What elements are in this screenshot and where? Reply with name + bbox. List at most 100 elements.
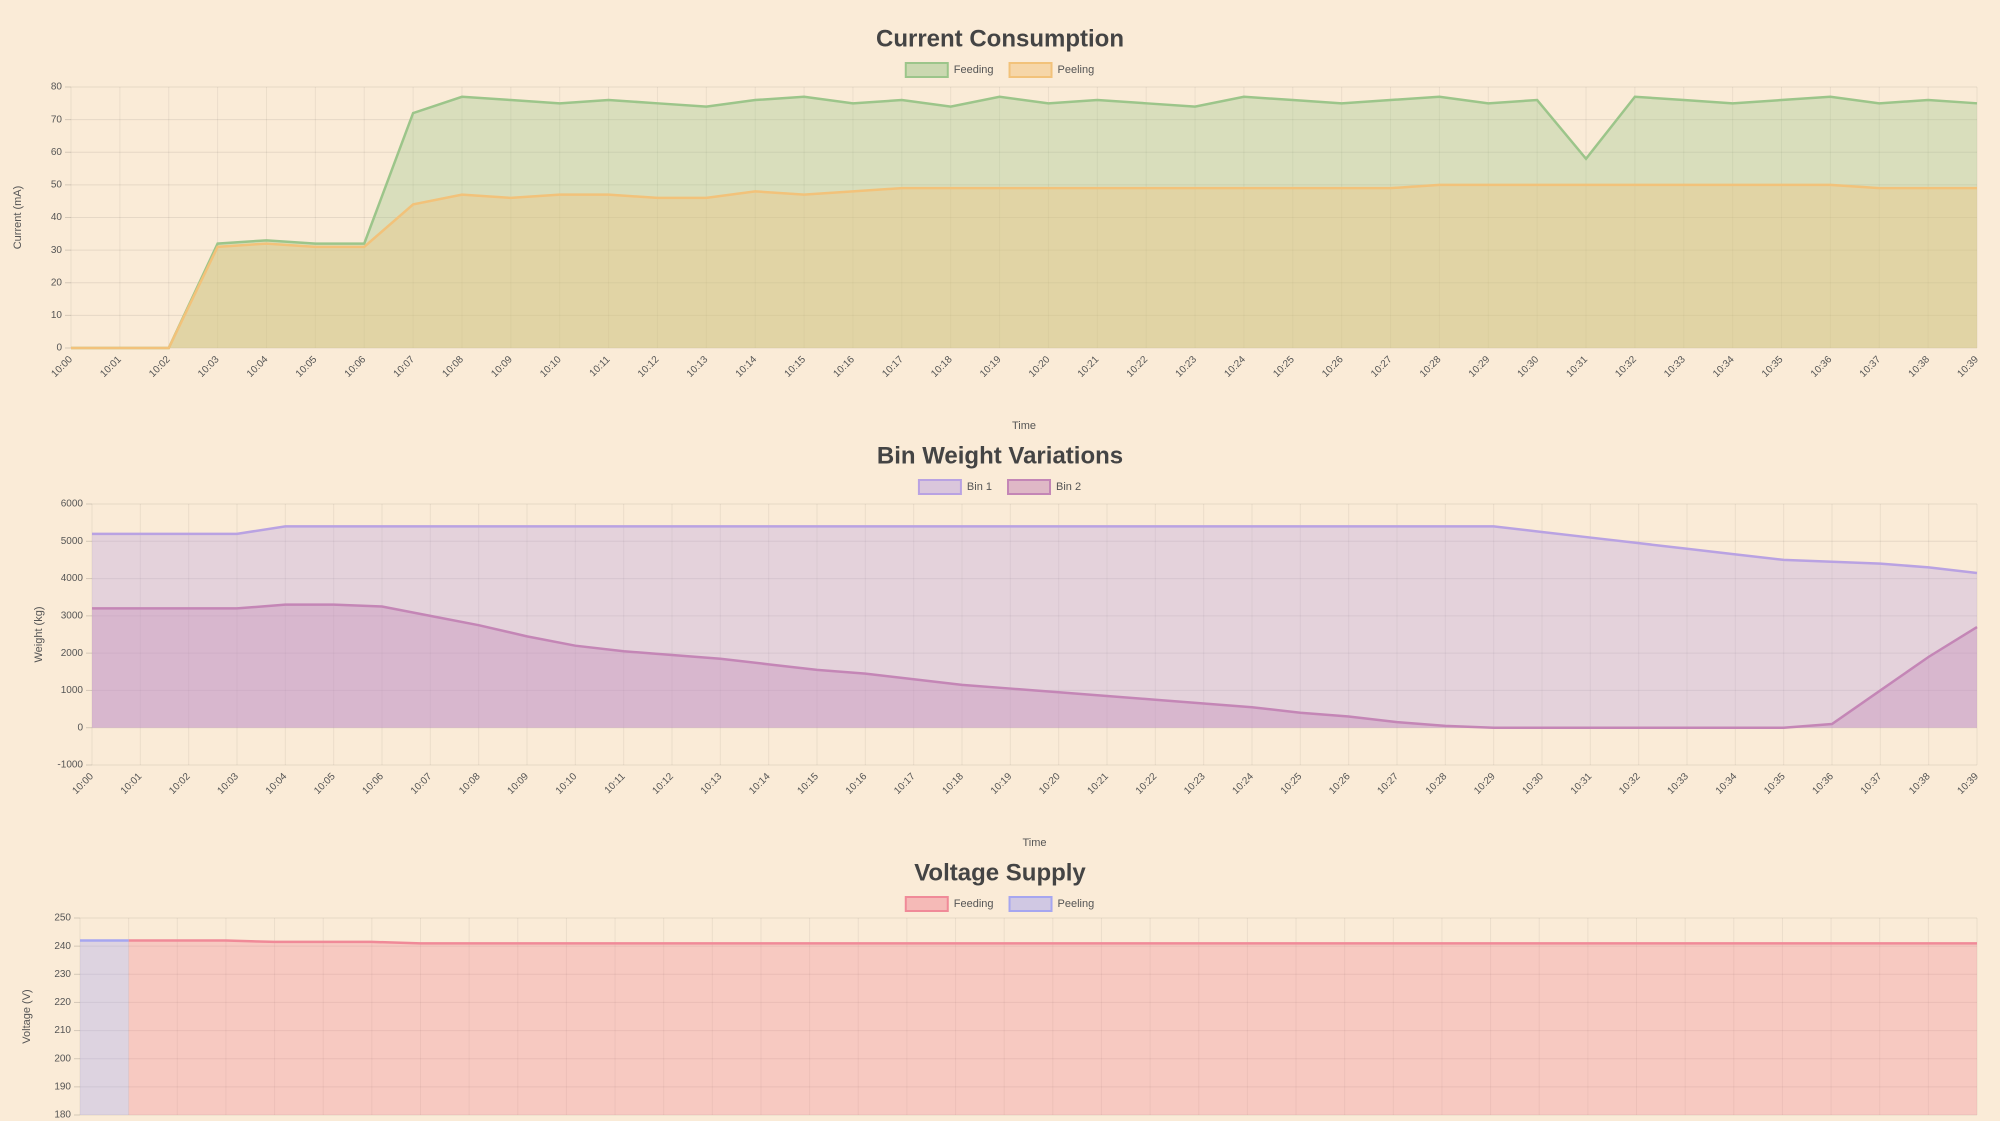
x-tick-label: 10:04 — [264, 771, 290, 797]
x-tick-label: 10:08 — [457, 771, 483, 797]
x-tick-label: 10:02 — [147, 354, 173, 380]
x-tick-label: 10:05 — [312, 771, 338, 797]
x-tick-label: 10:04 — [245, 354, 271, 380]
y-axis-title: Voltage (V) — [21, 989, 33, 1043]
x-tick-label: 10:07 — [409, 771, 435, 797]
y-tick-label: 80 — [51, 82, 63, 93]
series-line — [128, 939, 1977, 945]
x-tick-label: 10:30 — [1521, 771, 1547, 797]
y-tick-label: 40 — [51, 212, 63, 223]
y-tick-label: 0 — [77, 722, 83, 733]
x-tick-label: 10:11 — [588, 354, 613, 379]
x-tick-label: 10:01 — [98, 354, 124, 380]
x-tick-label: 10:03 — [216, 771, 242, 797]
x-tick-label: 10:12 — [651, 771, 677, 797]
series-area — [71, 96, 1977, 348]
x-tick-label: 10:09 — [506, 771, 532, 797]
legend-label: Feeding — [954, 898, 994, 910]
series-area — [71, 184, 1977, 348]
y-tick-label: 250 — [54, 913, 71, 924]
x-tick-label: 10:02 — [167, 771, 193, 797]
legend-swatch — [904, 896, 949, 912]
x-tick-label: 10:17 — [880, 354, 906, 380]
x-tick-label: 10:31 — [1569, 771, 1595, 797]
x-axis-title: Time — [1012, 420, 1036, 432]
y-tick-label: 2000 — [61, 648, 84, 659]
x-tick-label: 10:36 — [1811, 771, 1837, 797]
x-tick-label: 10:16 — [831, 354, 857, 380]
x-tick-label: 10:03 — [196, 354, 222, 380]
x-tick-label: 10:14 — [734, 354, 760, 380]
x-tick-label: 10:19 — [989, 771, 1015, 797]
legend-swatch — [904, 62, 949, 78]
x-tick-label: 10:06 — [343, 354, 369, 380]
y-axis-title: Weight (kg) — [33, 606, 45, 662]
series-line — [71, 95, 1978, 350]
x-tick-label: 10:01 — [119, 771, 145, 797]
x-tick-label: 10:25 — [1271, 354, 1297, 380]
x-tick-label: 10:27 — [1376, 771, 1402, 797]
x-tick-label: 10:08 — [440, 354, 466, 380]
x-tick-label: 10:38 — [1907, 354, 1933, 380]
x-tick-label: 10:25 — [1279, 771, 1305, 797]
y-tick-label: 6000 — [61, 499, 84, 510]
y-tick-label: 210 — [54, 1025, 71, 1036]
x-tick-label: 10:15 — [796, 771, 822, 797]
x-tick-label: 10:31 — [1565, 354, 1591, 380]
series-area — [128, 940, 1978, 1115]
series-line — [92, 603, 1978, 729]
series-area — [80, 940, 129, 1115]
y-tick-label: 200 — [54, 1053, 71, 1064]
legend-swatch — [1008, 896, 1053, 912]
x-tick-label: 10:11 — [603, 771, 628, 796]
y-tick-label: 60 — [51, 147, 63, 158]
chart-title: Bin Weight Variations — [877, 442, 1123, 469]
x-tick-label: 10:10 — [554, 771, 580, 797]
x-axis-title: Time — [1022, 837, 1046, 849]
x-tick-label: 10:09 — [489, 354, 515, 380]
x-tick-label: 10:39 — [1956, 771, 1982, 797]
x-tick-label: 10:37 — [1858, 354, 1884, 380]
chart-title: Current Consumption — [876, 25, 1124, 52]
series-area — [92, 604, 1977, 728]
y-tick-label: 230 — [54, 969, 71, 980]
x-tick-label: 10:00 — [71, 771, 97, 797]
x-tick-label: 10:17 — [892, 771, 918, 797]
x-tick-label: 10:35 — [1760, 354, 1786, 380]
x-tick-label: 10:18 — [929, 354, 955, 380]
legend: Feeding Peeling — [904, 896, 1094, 912]
x-tick-label: 10:37 — [1859, 771, 1885, 797]
legend-label: Bin 2 — [1056, 481, 1081, 493]
series-line — [71, 183, 1977, 350]
x-tick-label: 10:33 — [1666, 771, 1692, 797]
x-tick-label: 10:26 — [1320, 354, 1346, 380]
y-tick-label: -1000 — [57, 760, 83, 771]
x-tick-label: 10:35 — [1762, 771, 1788, 797]
x-tick-label: 10:23 — [1174, 354, 1200, 380]
x-tick-label: 10:10 — [538, 354, 564, 380]
x-tick-label: 10:27 — [1369, 354, 1395, 380]
legend: Feeding Peeling — [904, 62, 1094, 78]
x-tick-label: 10:32 — [1617, 771, 1643, 797]
y-tick-label: 3000 — [61, 610, 84, 621]
x-tick-label: 10:19 — [978, 354, 1004, 380]
legend-swatch — [1007, 479, 1051, 495]
legend: Bin 1 Bin 2 — [917, 479, 1081, 495]
y-tick-label: 220 — [54, 997, 71, 1008]
y-tick-label: 180 — [54, 1110, 71, 1121]
x-tick-label: 10:06 — [361, 771, 387, 797]
y-tick-label: 50 — [51, 180, 63, 191]
y-tick-label: 30 — [51, 245, 63, 256]
series-area — [92, 526, 1977, 728]
x-tick-label: 10:15 — [783, 354, 809, 380]
x-tick-label: 10:30 — [1516, 354, 1542, 380]
x-tick-label: 10:22 — [1125, 354, 1151, 380]
x-tick-label: 10:29 — [1472, 771, 1498, 797]
y-tick-label: 5000 — [61, 536, 84, 547]
legend-swatch — [1008, 62, 1053, 78]
x-tick-label: 10:05 — [294, 354, 320, 380]
x-tick-label: 10:13 — [699, 771, 725, 797]
y-tick-label: 1000 — [61, 685, 84, 696]
